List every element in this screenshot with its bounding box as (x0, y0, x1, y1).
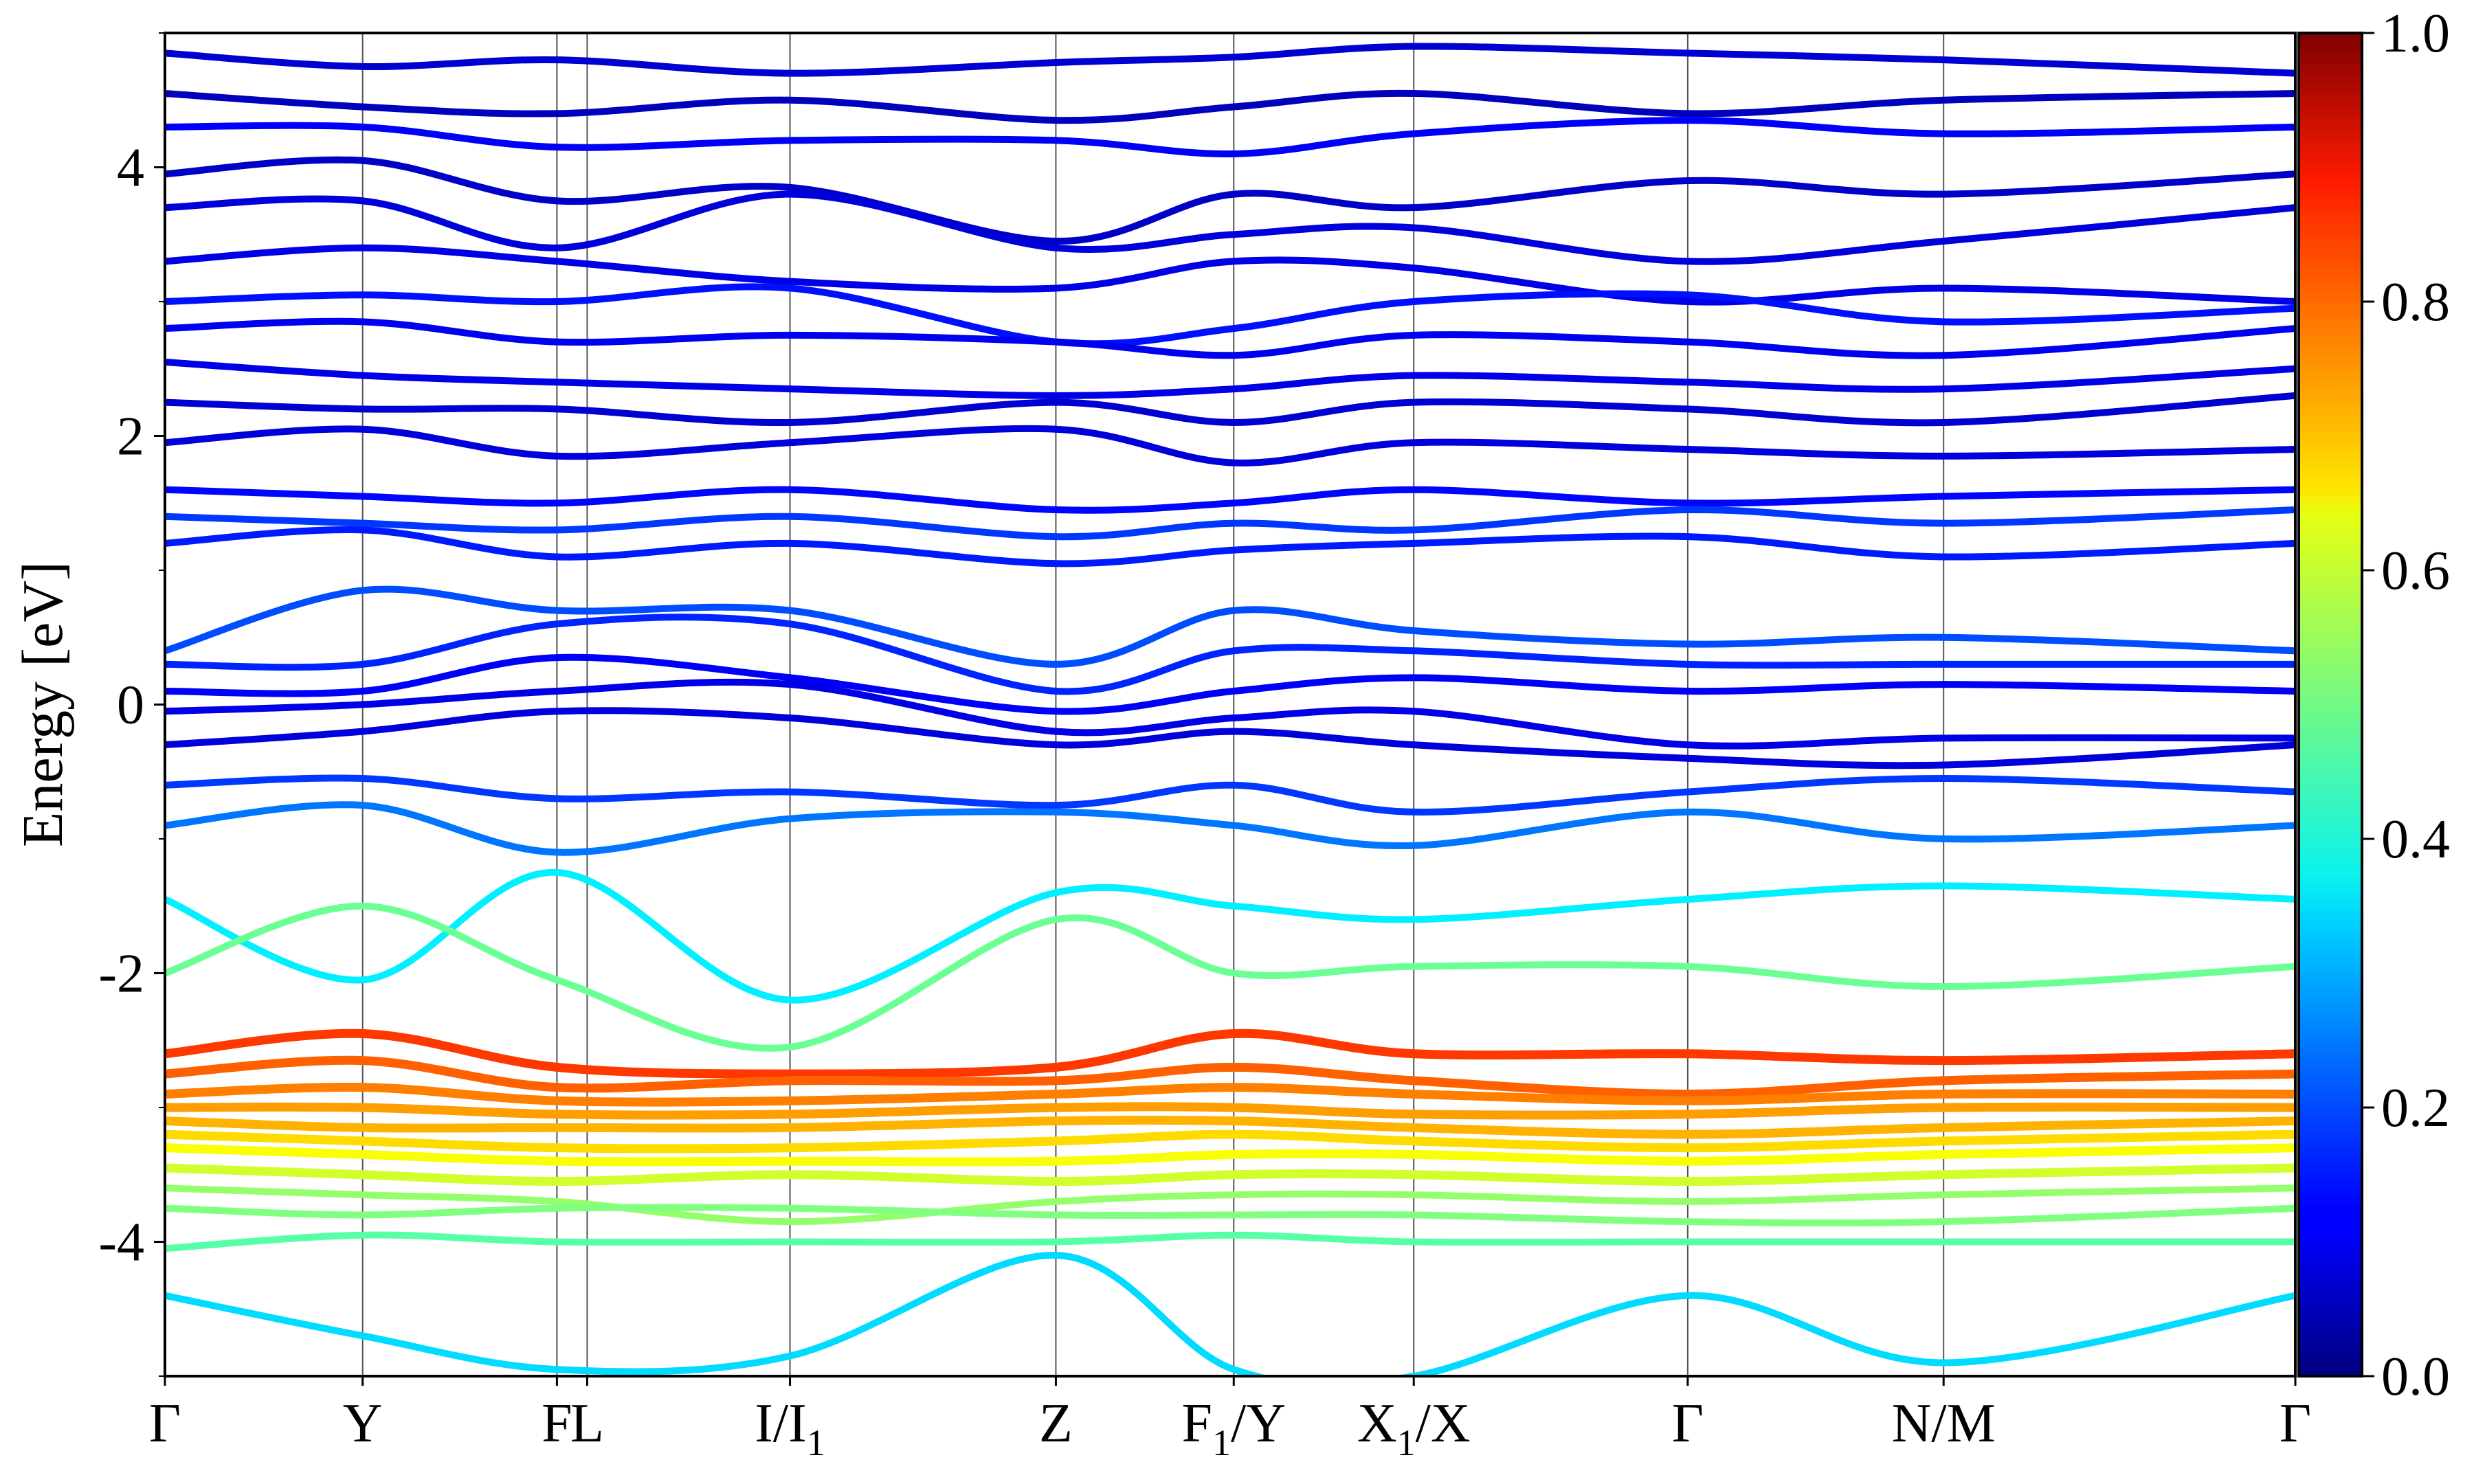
y-tick-label: 2 (117, 407, 144, 467)
band-line (165, 585, 2295, 668)
band-line (165, 1143, 2295, 1167)
y-axis: -4 -2 0 2 4 (98, 32, 165, 1377)
band-line (165, 526, 2295, 567)
band-line (165, 868, 2295, 1004)
band-line (165, 1115, 2295, 1139)
x-tick-label: L (570, 1393, 604, 1454)
colorbar-tick-label: 0.2 (2381, 1078, 2450, 1138)
y-tick-label: 0 (117, 675, 144, 736)
plot-area (164, 32, 2297, 1378)
y-tick-label: -4 (98, 1213, 144, 1273)
band-line (165, 486, 2295, 514)
band-line (165, 1102, 2295, 1120)
band-line (165, 801, 2295, 856)
band-line (165, 190, 2295, 265)
band-line (165, 1184, 2295, 1226)
colorbar-tick-label: 0.6 (2381, 541, 2450, 601)
x-tick-label: Γ (149, 1393, 181, 1454)
band-line (165, 1129, 2295, 1154)
colorbar-tick-label: 0.4 (2381, 809, 2450, 870)
band-line (165, 117, 2295, 158)
band-line (165, 317, 2295, 359)
x-tick-label: Γ (2280, 1393, 2311, 1454)
colorbar-gradient (2297, 32, 2363, 1378)
x-tick-label: F1/Y (1182, 1393, 1286, 1463)
colorbar-tick-label: 0.8 (2381, 272, 2450, 333)
colorbar-ticks: 0.0 0.2 0.4 0.6 0.8 1.0 (2362, 3, 2450, 1407)
y-axis-label: Energy [eV] (11, 561, 75, 847)
band-line (165, 392, 2295, 427)
band-line (165, 1252, 2295, 1376)
x-tick-label: F (542, 1393, 572, 1454)
band-line (165, 1163, 2295, 1187)
band-line (165, 902, 2295, 1052)
band-line (165, 156, 2295, 245)
y-tick-label: 4 (117, 138, 144, 199)
band-line (165, 283, 2295, 348)
y-tick-label: -2 (98, 944, 144, 1004)
x-tick-label: N/M (1892, 1393, 1996, 1454)
band-line (165, 774, 2295, 816)
band-line (165, 1231, 2295, 1252)
x-tick-label: I/I1 (755, 1393, 825, 1463)
band-line (165, 89, 2295, 124)
x-axis: Γ Y FL I/I1 Z F1/Y X1/X Γ N/M Γ (149, 1376, 2311, 1463)
x-tick-label: Z (1039, 1393, 1073, 1454)
band-line (165, 1204, 2295, 1227)
band-line (165, 653, 2295, 715)
band-line (165, 506, 2295, 541)
band-line (165, 1055, 2295, 1099)
band-line (165, 1083, 2295, 1107)
band-line (165, 1028, 2295, 1079)
colorbar: 0.0 0.2 0.4 0.6 0.8 1.0 (2297, 3, 2450, 1407)
x-tick-label: X1/X (1357, 1393, 1471, 1463)
band-line (165, 614, 2295, 695)
x-tick-label: Γ (1672, 1393, 1704, 1454)
band-line (165, 358, 2295, 399)
x-tick-label: Y (343, 1393, 383, 1454)
band-line (165, 244, 2295, 306)
band-line (165, 43, 2295, 77)
colorbar-tick-label: 0.0 (2381, 1347, 2450, 1407)
band-line (165, 707, 2295, 769)
band-line (165, 425, 2295, 466)
band-lines (165, 43, 2295, 1376)
band-line (165, 678, 2295, 750)
colorbar-tick-label: 1.0 (2381, 3, 2450, 64)
